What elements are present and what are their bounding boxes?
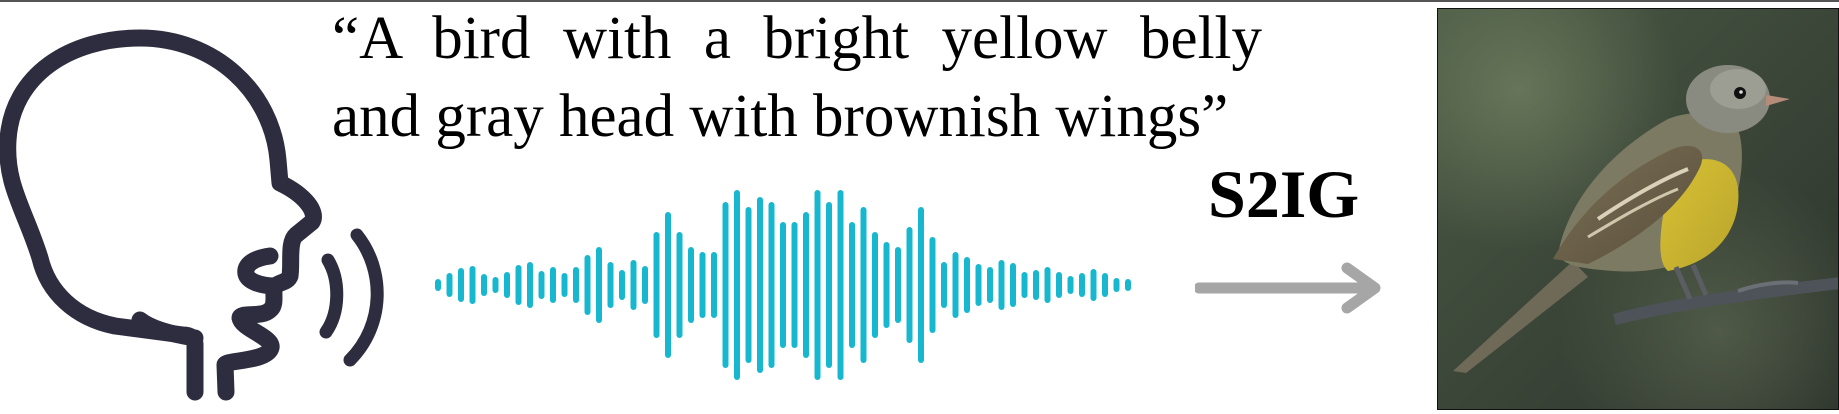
sound-arc-outer: [343, 228, 384, 367]
right-arrow-icon: [1195, 262, 1381, 314]
mouth-outline: [237, 247, 284, 295]
model-label: S2IG: [1208, 156, 1360, 232]
sound-waveform-icon: [435, 190, 1131, 380]
top-border: [0, 0, 1839, 2]
arrow-head: [1341, 262, 1381, 314]
head-outline: [0, 29, 322, 401]
chin-line: [131, 311, 204, 347]
bird-image: [1438, 9, 1838, 409]
caption-line-2: and gray head with brownish wings”: [332, 83, 1229, 150]
sound-arc-inner: [319, 253, 344, 339]
bird-photo: [1437, 8, 1839, 410]
speaking-head-icon: [0, 29, 384, 401]
caption-line-1: “A bird with a bright yellow belly: [332, 5, 1262, 72]
speech-caption: “A bird with a bright yellow belly and g…: [332, 0, 1262, 156]
